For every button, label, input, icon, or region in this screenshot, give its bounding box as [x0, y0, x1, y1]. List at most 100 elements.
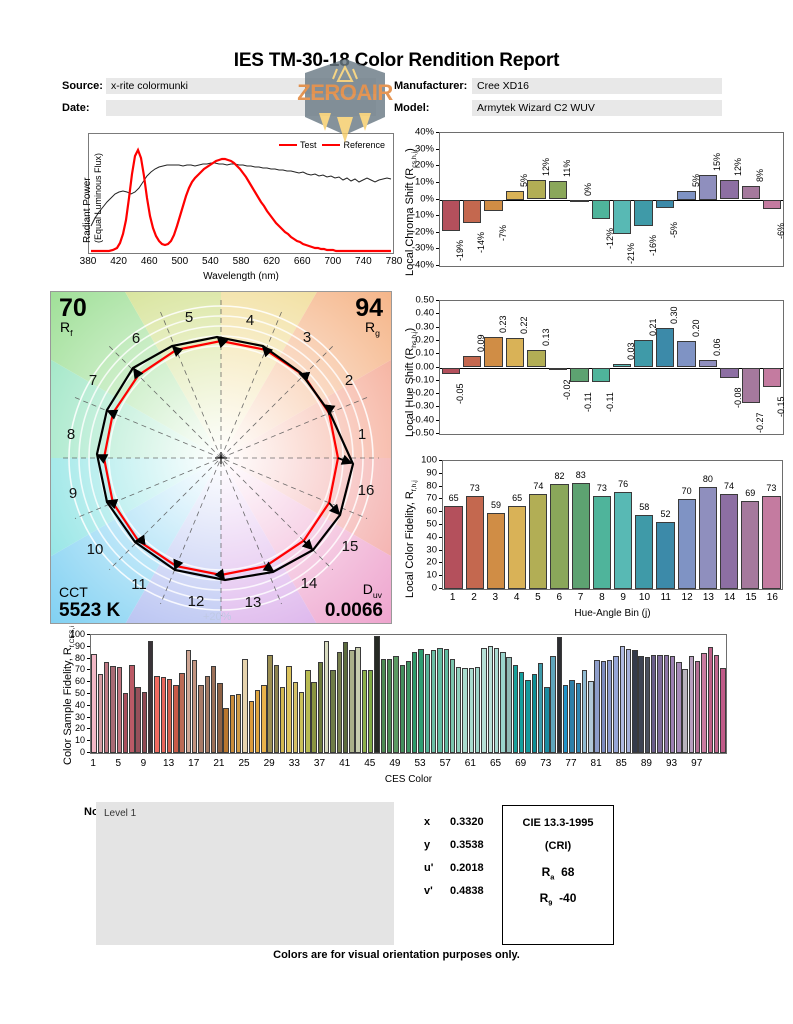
fidelity-xtick: 16 — [766, 592, 778, 603]
ces-bar — [569, 679, 575, 753]
y-tick-mark — [436, 181, 439, 183]
ces-bar — [217, 683, 223, 753]
cri-ra-row: Ra 68 — [541, 865, 575, 882]
bar — [763, 367, 782, 388]
svg-text:3: 3 — [303, 329, 311, 346]
fidelity-xtick: 5 — [535, 592, 541, 603]
bar — [550, 484, 569, 589]
model-label: Model: — [394, 101, 430, 114]
bar-value-label: 73 — [596, 482, 607, 493]
bar-value-label: 69 — [745, 487, 756, 498]
y-tick-label: 0.00 — [415, 361, 435, 372]
footnote: Colors are for visual orientation purpos… — [273, 949, 520, 961]
bar-value-label: -0.11 — [604, 392, 615, 413]
ces-xtick: 93 — [665, 758, 678, 769]
bar — [655, 199, 675, 208]
bar — [613, 199, 632, 235]
bar-value-label: 76 — [618, 478, 629, 489]
cri-r9-value: -40 — [559, 891, 577, 906]
manufacturer-value[interactable]: Cree XD16 — [472, 78, 722, 94]
bar-value-label: -14% — [476, 231, 487, 253]
spd-test-curve — [91, 147, 391, 253]
ces-bar — [487, 645, 493, 753]
notes-box[interactable]: Level 1 — [96, 802, 394, 945]
spd-xtick: 500 — [171, 256, 189, 267]
coord-value-y: 0.3538 — [450, 839, 484, 851]
ces-bar — [210, 665, 217, 753]
bar — [677, 191, 696, 200]
ces-plot-area — [90, 634, 727, 754]
ces-bar — [456, 666, 462, 753]
bar — [570, 199, 589, 202]
ces-bar — [342, 642, 349, 753]
ces-bar — [267, 655, 273, 753]
model-value[interactable]: Armytek Wizard C2 WUV — [472, 100, 722, 116]
ces-y-tick-mark — [87, 669, 90, 671]
ces-y-axis-title: Color Sample Fidelity, Rf,CES,i — [62, 626, 77, 765]
bar — [741, 500, 760, 589]
bar-value-label: -19% — [454, 240, 465, 262]
ces-xtick: 57 — [439, 758, 451, 769]
bar — [508, 505, 527, 589]
y-tick-mark — [439, 562, 442, 564]
ces-bar — [229, 695, 236, 753]
ces-bar — [701, 652, 707, 753]
spd-x-tick-labels: 380 420 460 500 540 580 620 660 700 740 780 — [80, 256, 403, 268]
y-tick-mark — [436, 393, 439, 395]
fidelity-xtick: 3 — [492, 592, 499, 603]
bar — [462, 355, 482, 368]
spectral-power-distribution-chart: Test Reference — [88, 133, 394, 254]
ces-bar — [198, 684, 204, 753]
bar-value-label: 65 — [448, 492, 459, 503]
bar-value-label: -6% — [776, 223, 787, 240]
bar-value-label: 0% — [583, 182, 594, 196]
source-field: Source: x-rite colormunki — [62, 78, 376, 94]
model-field: Model: Armytek Wizard C2 WUV — [394, 100, 722, 116]
y-tick-label: 0% — [420, 193, 434, 204]
y-tick-label: 20 — [426, 556, 437, 568]
y-tick-label: 0.10 — [415, 347, 435, 359]
ces-bar — [695, 660, 701, 753]
date-value[interactable] — [106, 100, 376, 116]
y-tick-mark — [436, 353, 439, 355]
source-value[interactable]: x-rite colormunki — [106, 78, 376, 94]
coord-key-x: x — [424, 816, 431, 828]
ces-bar — [713, 655, 720, 753]
bar — [677, 340, 696, 368]
reference-color-swatch — [322, 144, 341, 146]
hue-plot-area: -0.05 0.09 0.23 0.22 0.13 -0.02 -0.11 -0.11 0.03… — [439, 300, 786, 435]
ces-bar — [663, 655, 669, 753]
ces-bar — [166, 678, 173, 753]
ces-bar — [204, 676, 210, 753]
bar-value-label: -0.05 — [454, 383, 465, 405]
bar-value-label: -0.27 — [754, 412, 765, 434]
bar-value-label: 82 — [554, 471, 565, 482]
ces-bar — [430, 650, 437, 753]
ces-bar — [160, 677, 166, 753]
bar — [592, 495, 611, 589]
y-tick-label: -0.10 — [412, 374, 434, 386]
bar-value-label: -0.02 — [561, 379, 572, 401]
svg-text:7: 7 — [89, 372, 97, 389]
svg-text:13: 13 — [245, 594, 262, 611]
ces-bar — [380, 658, 387, 753]
local-hue-shift-chart: -0.05 0.09 0.23 0.22 0.13 -0.02 -0.11 -0.11 0.03… — [396, 295, 792, 443]
coord-value-vprime: 0.4838 — [450, 885, 484, 897]
bar — [655, 327, 675, 368]
svg-text:10: 10 — [87, 541, 104, 558]
bar — [484, 199, 503, 212]
chroma-plot-area: -19% -14% -7% 5% 12% 11% 0% -12% -21% -16% -5% 5% 15… — [439, 132, 787, 267]
fidelity-xtick: 4 — [513, 592, 520, 603]
ces-y-tick-label: 20 — [74, 723, 85, 734]
manufacturer-field: Manufacturer: Cree XD16 — [394, 78, 722, 94]
bar — [719, 494, 739, 589]
ces-bar — [682, 669, 688, 753]
ces-bar — [361, 670, 368, 753]
ces-bar — [669, 656, 676, 753]
ces-y-tick-label: 10 — [74, 735, 85, 746]
ces-bar — [368, 670, 374, 753]
ces-xtick: 29 — [263, 758, 275, 769]
fidelity-x-axis-title: Hue-Angle Bin (j) — [574, 608, 651, 619]
duv-value: 0.0066 — [324, 600, 383, 621]
ces-bar — [317, 662, 324, 753]
